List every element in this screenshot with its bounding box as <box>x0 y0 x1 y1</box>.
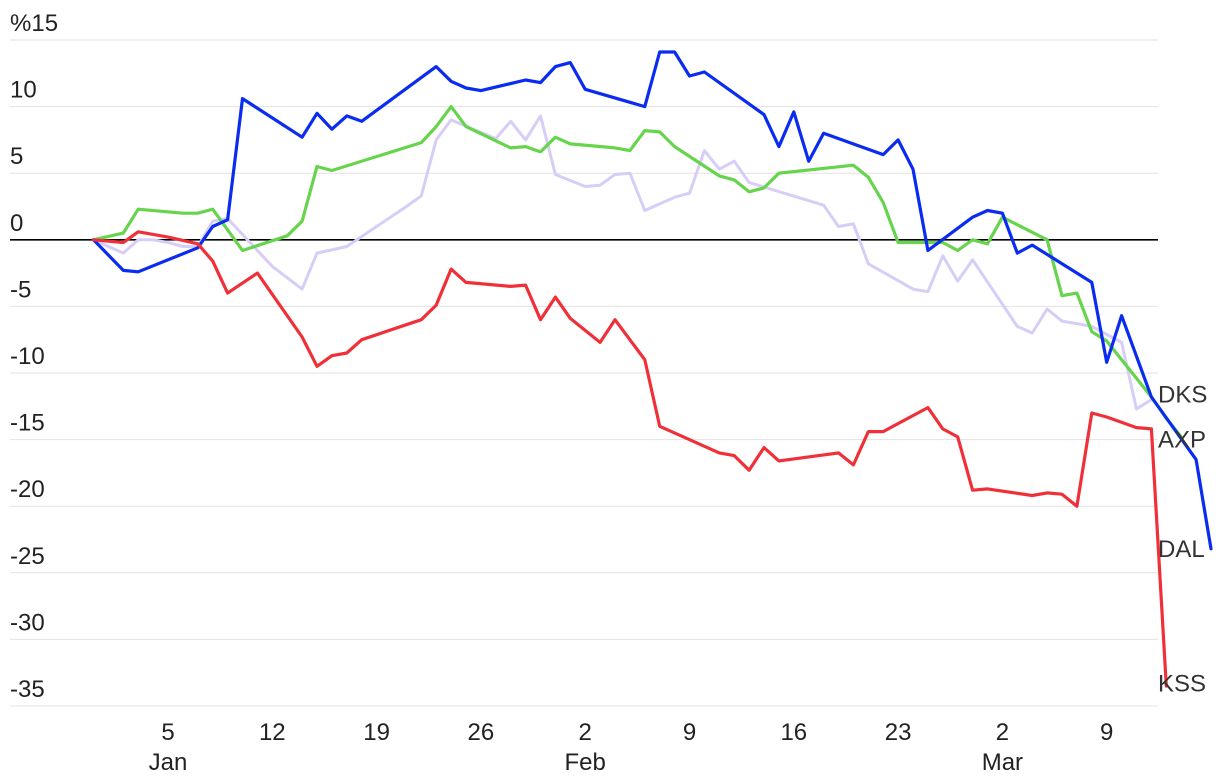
gridlines <box>10 39 1158 707</box>
y-tick-label: 0 <box>10 210 23 237</box>
x-tick-label: 16 <box>780 719 807 746</box>
x-tick-month-label: Feb <box>565 749 606 776</box>
x-tick-month-label: Mar <box>982 749 1023 776</box>
x-tick-label: 2 <box>579 719 592 746</box>
series-line-dal <box>91 50 1213 551</box>
y-tick-label: -5 <box>10 276 31 303</box>
x-tick-label: 23 <box>885 719 912 746</box>
end-label-dal: DAL <box>1158 536 1205 563</box>
y-tick-label: 5 <box>10 143 23 170</box>
end-label-axp: AXP <box>1158 427 1206 454</box>
x-tick-label: 9 <box>1100 719 1113 746</box>
y-axis-tick-labels: %15 10 5 0 -5 -10 -15 -20 -25 -30 -35 <box>10 10 58 703</box>
y-tick-label: -35 <box>10 676 45 703</box>
y-tick-label: -25 <box>10 543 45 570</box>
x-tick-label: 26 <box>468 719 495 746</box>
x-tick-label: 12 <box>259 719 286 746</box>
y-tick-label: %15 <box>10 10 58 37</box>
y-tick-label: -20 <box>10 476 45 503</box>
series-line-axp <box>91 105 1183 439</box>
series-line-dks <box>92 114 1153 411</box>
series-lines <box>91 50 1213 688</box>
x-tick-label: 2 <box>996 719 1009 746</box>
series-line-kss <box>91 230 1168 688</box>
x-tick-month-label: Jan <box>149 749 188 776</box>
end-label-dks: DKS <box>1158 381 1207 408</box>
y-tick-label: -30 <box>10 609 45 636</box>
x-tick-label: 19 <box>363 719 390 746</box>
y-tick-label: -10 <box>10 343 45 370</box>
x-tick-label: 9 <box>683 719 696 746</box>
series-end-labels: DKS AXP DAL KSS <box>1158 381 1207 697</box>
y-tick-label: -15 <box>10 410 45 437</box>
y-tick-label: 10 <box>10 77 37 104</box>
end-label-kss: KSS <box>1158 670 1206 697</box>
x-axis-tick-labels: 5 Jan 12 19 26 2 Feb 9 16 23 2 Mar 9 <box>149 719 1114 776</box>
x-tick-label: 5 <box>161 719 174 746</box>
